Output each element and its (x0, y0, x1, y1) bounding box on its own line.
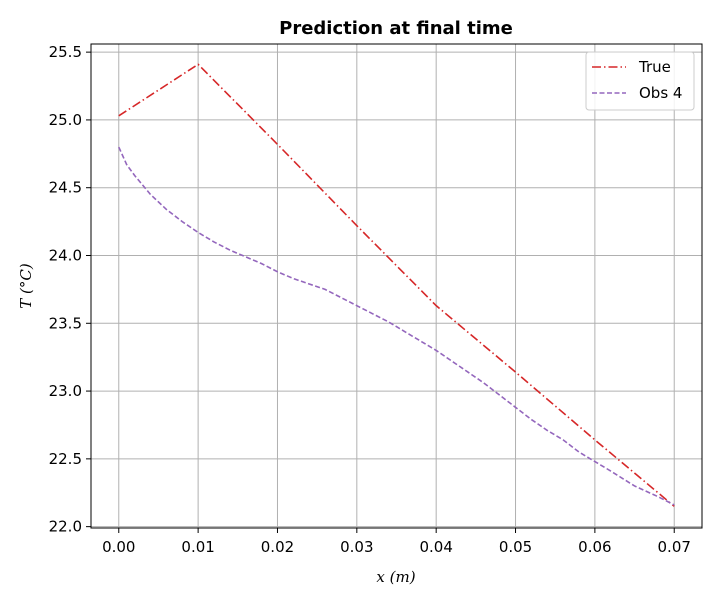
series-line-obs-4 (118, 146, 675, 506)
x-tick-label: 0.00 (102, 538, 135, 556)
chart-title: Prediction at final time (279, 18, 513, 39)
x-tick-label: 0.04 (419, 538, 452, 556)
y-axis-label: T (°C) (17, 263, 35, 309)
y-tick-label: 22.5 (49, 450, 82, 468)
y-tick-label: 22.0 (49, 518, 82, 536)
y-tick-label: 25.5 (49, 43, 82, 61)
series-layer (118, 63, 675, 507)
y-tick-label: 25.0 (49, 111, 82, 129)
x-tick-label: 0.01 (181, 538, 214, 556)
x-tick-label: 0.05 (499, 538, 532, 556)
legend-label: Obs 4 (639, 84, 682, 102)
y-tick-label: 24.5 (49, 179, 82, 197)
plot-frame (90, 43, 703, 529)
x-tick-label: 0.06 (578, 538, 611, 556)
x-axis: 0.00 0.01 0.02 0.03 0.04 0.05 0.06 0.07 (102, 528, 691, 556)
y-axis: 22.0 22.5 23.0 23.5 24.0 24.5 25.0 25.5 (49, 43, 91, 536)
x-tick-label: 0.07 (658, 538, 691, 556)
y-tick-label: 23.5 (49, 314, 82, 332)
legend-label: True (638, 58, 671, 76)
y-tick-label: 24.0 (49, 246, 82, 264)
y-tick-label: 23.0 (49, 382, 82, 400)
x-axis-label: x (m) (376, 568, 415, 586)
legend: True Obs 4 (585, 51, 695, 111)
x-tick-label: 0.02 (261, 538, 294, 556)
grid (91, 44, 702, 528)
x-tick-label: 0.03 (340, 538, 373, 556)
